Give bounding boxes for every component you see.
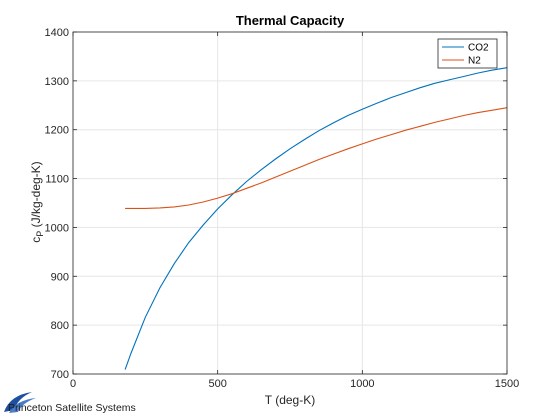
legend-label-co2: CO2 (468, 43, 489, 54)
y-tick-label: 1100 (45, 174, 69, 186)
y-axis-label-base: c (29, 237, 43, 243)
legend-box (437, 38, 498, 69)
y-tick-label: 800 (51, 320, 69, 332)
y-tick-label: 700 (51, 369, 69, 381)
series-line-n2 (125, 107, 508, 209)
x-tick-label: 1000 (350, 378, 374, 390)
logo-text: Princeton Satellite Systems (8, 402, 136, 414)
y-tick-label: 1000 (45, 222, 69, 234)
y-tick-label: 1300 (45, 76, 69, 88)
x-tick-label: 1500 (495, 378, 519, 390)
plot-background (73, 32, 507, 374)
chart-title: Thermal Capacity (236, 13, 345, 28)
x-axis-label: T (deg-K) (265, 393, 315, 407)
logo-swoosh-icon (4, 392, 36, 413)
psss-logo: Princeton Satellite Systems (4, 392, 136, 414)
y-axis-label-rest: (J/kg-deg-K) (29, 161, 43, 230)
legend-label-n2: N2 (468, 56, 481, 67)
y-tick-label: 900 (51, 271, 69, 283)
plot-frame (72, 31, 508, 375)
y-tick-label: 1200 (45, 125, 69, 137)
plot-area: 0 500 1000 1500 700 800 900 1000 1100 1200 1300 140… (45, 27, 520, 390)
y-axis-label: cP (J/kg-deg-K) (29, 161, 45, 242)
series-line-co2 (124, 67, 508, 370)
x-tick-label: 500 (208, 378, 226, 390)
y-tick-label: 1400 (45, 27, 69, 39)
x-tick-label: 0 (70, 378, 76, 390)
y-axis-label-sub: P (35, 231, 45, 237)
